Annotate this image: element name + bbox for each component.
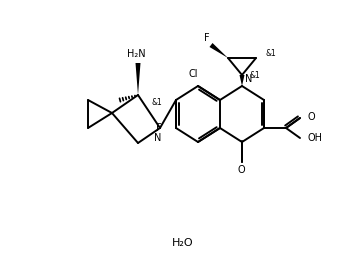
Text: N: N [154, 133, 162, 143]
Polygon shape [239, 75, 244, 86]
Polygon shape [135, 63, 140, 95]
Text: Cl: Cl [188, 69, 198, 79]
Text: F: F [204, 33, 210, 43]
Polygon shape [209, 43, 228, 58]
Text: N: N [245, 74, 252, 84]
Text: &1: &1 [152, 98, 163, 107]
Text: H₂N: H₂N [127, 49, 145, 59]
Text: O: O [307, 112, 315, 122]
Text: H₂O: H₂O [172, 238, 194, 248]
Text: &1: &1 [266, 50, 277, 59]
Text: &1: &1 [250, 72, 261, 80]
Text: OH: OH [308, 133, 323, 143]
Text: F: F [156, 123, 162, 133]
Text: O: O [237, 165, 245, 175]
